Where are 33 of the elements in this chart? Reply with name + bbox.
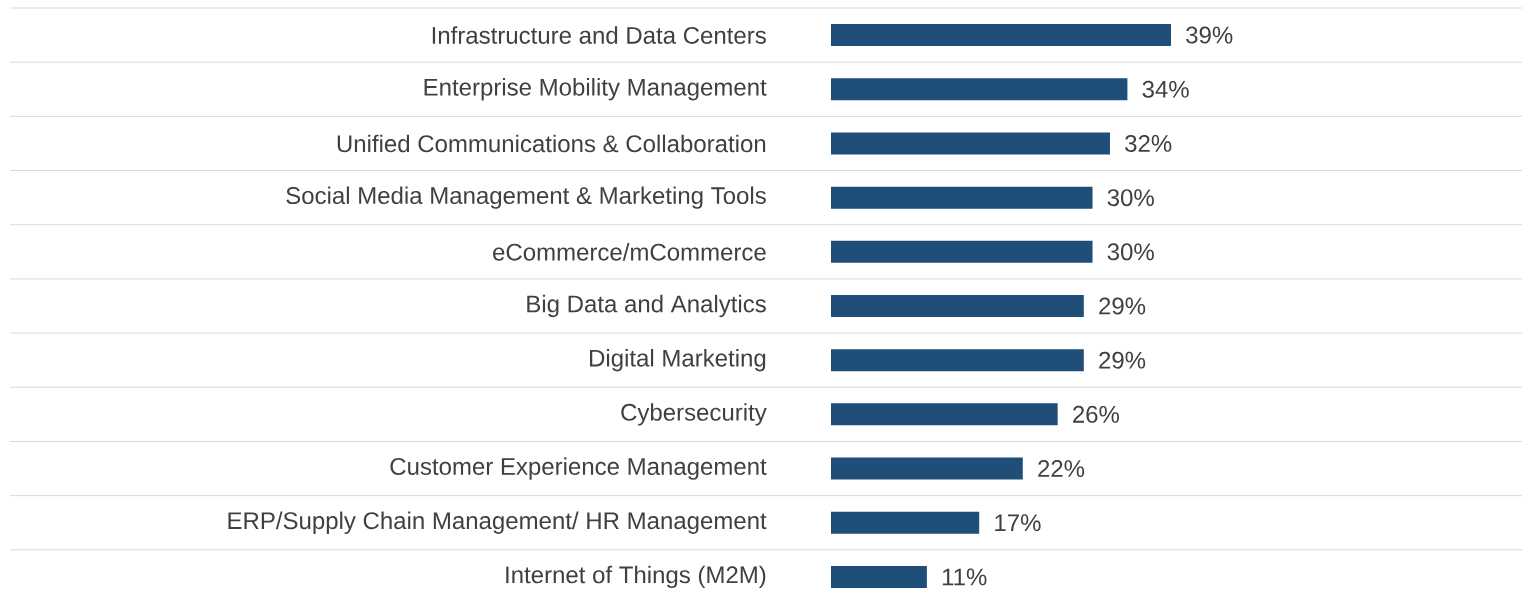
y-tick-label: Internet of Things (M2M) [506,565,766,589]
bar [830,565,927,588]
data-label: 22% [1038,460,1085,477]
data-label: 34% [1142,80,1189,98]
y-tick-label: Customer Experience Management [390,457,767,480]
y-tick-label: Cybersecurity [621,403,767,426]
bar [830,132,1110,155]
data-label: 29% [1099,297,1146,315]
bar [830,295,1084,317]
y-tick-label: Social Media Management & Marketing Tools [286,186,766,209]
bar [830,511,980,534]
data-label: 26% [1073,405,1120,423]
y-tick-label: Infrastructure and Data Centers [432,26,766,44]
data-label: 30% [1107,189,1154,207]
bar [830,349,1084,372]
data-label: 29% [1099,351,1146,369]
bar [830,186,1093,209]
y-tick-label: eCommerce/mCommerce [493,243,766,261]
y-tick-label: Enterprise Mobility Management [424,78,767,101]
data-label: 11% [942,568,987,586]
bar [830,78,1128,101]
bar [830,240,1093,263]
y-tick-label: ERP/Supply Chain Management/ HR Management [228,511,767,534]
data-label: 39% [1186,26,1233,44]
data-label: 30% [1107,243,1154,261]
y-tick-label: Big Data and Analytics [527,294,766,318]
data-label: 17% [995,514,1041,532]
data-label: 32% [1125,134,1172,152]
bar [830,403,1058,426]
y-tick-label: Unified Communications & Collaboration [337,134,766,153]
bar [830,24,1171,47]
y-tick-label: Digital Marketing [590,349,766,372]
bar [830,457,1023,480]
